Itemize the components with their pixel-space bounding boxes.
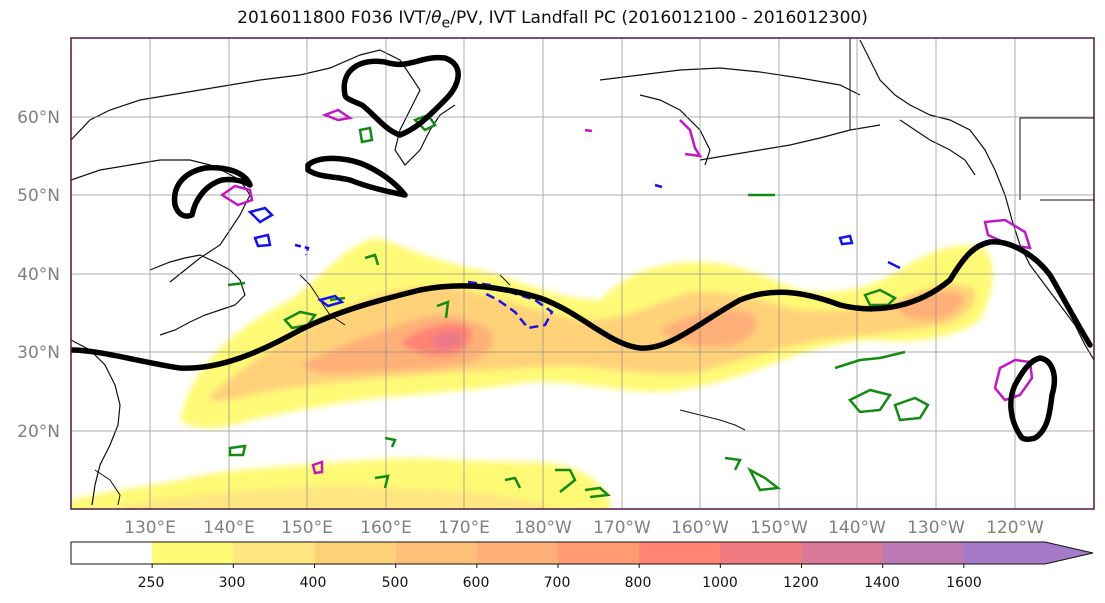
graticule bbox=[71, 38, 1094, 509]
colorbar-extend-arrow bbox=[1045, 542, 1093, 564]
lon-label: 140°W bbox=[828, 518, 886, 538]
colorbar-tick-label: 250 bbox=[138, 575, 165, 591]
colorbar-segment bbox=[801, 542, 884, 564]
colorbar-tick-label: 1400 bbox=[864, 575, 900, 591]
colorbar-segment bbox=[720, 542, 802, 564]
latitude-labels: 60°N 50°N 40°N 30°N 20°N bbox=[17, 108, 60, 442]
lon-label: 150°W bbox=[750, 518, 808, 538]
lon-label: 120°W bbox=[986, 518, 1044, 538]
map-plot-area bbox=[71, 38, 1094, 509]
lon-label: 130°E bbox=[124, 518, 176, 538]
colorbar-tick-label: 400 bbox=[300, 575, 327, 591]
plot-frame bbox=[70, 37, 1095, 510]
colorbar-tick-label: 1200 bbox=[783, 575, 819, 591]
lat-label: 50°N bbox=[17, 186, 60, 206]
longitude-labels: 130°E 140°E 150°E 160°E 170°E 180°W 170°… bbox=[124, 518, 1044, 538]
colorbar-tick-label: 1000 bbox=[702, 575, 738, 591]
colorbar-segment bbox=[476, 542, 559, 564]
colorbar-segment bbox=[639, 542, 721, 564]
lon-label: 170°W bbox=[593, 518, 651, 538]
colorbar-segment bbox=[152, 542, 234, 564]
colorbar-segment bbox=[314, 542, 397, 564]
colorbar-outline bbox=[70, 541, 1094, 565]
lon-label: 170°E bbox=[438, 518, 490, 538]
pv-contours-magenta bbox=[219, 108, 1034, 475]
colorbar-segment bbox=[233, 542, 315, 564]
colorbar bbox=[70, 541, 1094, 568]
colorbar-tick-label: 800 bbox=[625, 575, 652, 591]
lat-label: 60°N bbox=[17, 108, 60, 128]
colorbar-tick-labels: 250 300 400 500 600 700 800 1000 1200 14… bbox=[138, 575, 982, 591]
colorbar-tick-label: 700 bbox=[544, 575, 571, 591]
colorbar-tick-label: 500 bbox=[382, 575, 409, 591]
colorbar-segment bbox=[882, 542, 965, 564]
colorbar-tick-label: 600 bbox=[463, 575, 490, 591]
lon-label: 160°E bbox=[360, 518, 412, 538]
lon-label: 130°W bbox=[907, 518, 965, 538]
lon-label: 160°W bbox=[671, 518, 729, 538]
colorbar-segment bbox=[395, 542, 478, 564]
colorbar-tick-label: 1600 bbox=[946, 575, 982, 591]
lat-label: 30°N bbox=[17, 343, 60, 363]
lat-label: 40°N bbox=[17, 265, 60, 285]
lon-label: 180°W bbox=[514, 518, 572, 538]
ivt-filled-contours bbox=[71, 238, 993, 509]
colorbar-tick-label: 300 bbox=[219, 575, 246, 591]
lon-label: 140°E bbox=[203, 518, 255, 538]
lon-label: 150°E bbox=[281, 518, 333, 538]
country-borders bbox=[849, 38, 1094, 201]
colorbar-segment bbox=[71, 542, 153, 564]
ivt-landfall-pc-contours bbox=[71, 54, 1093, 442]
colorbar-segment bbox=[963, 542, 1046, 564]
lat-label: 20°N bbox=[17, 422, 60, 442]
colorbar-segment bbox=[558, 542, 640, 564]
figure-title: 2016011800 F036 IVT/θe/PV, IVT Landfall … bbox=[237, 8, 868, 32]
coastlines bbox=[71, 39, 1094, 506]
